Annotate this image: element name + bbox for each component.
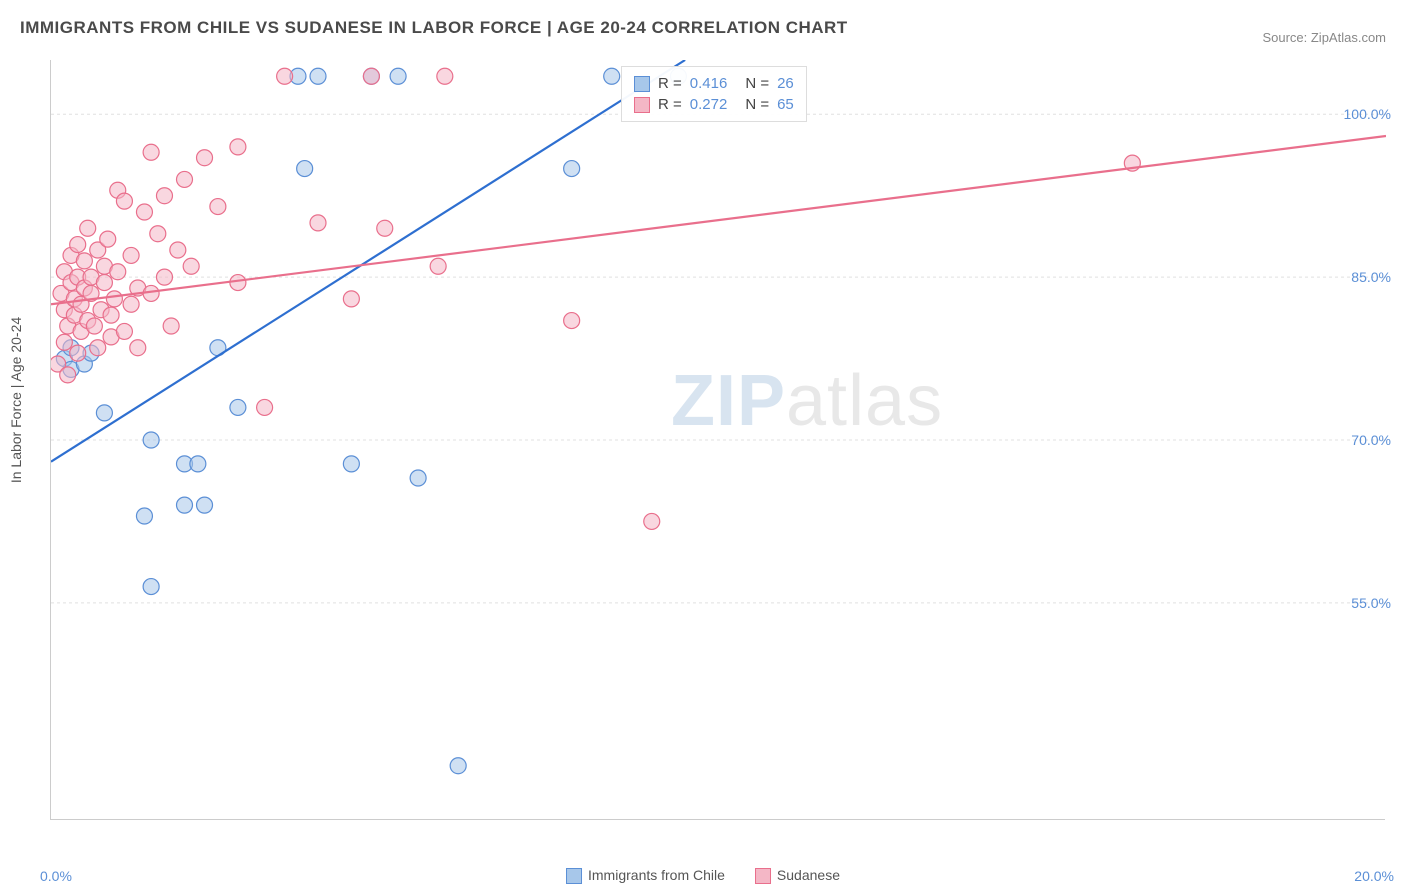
- data-point: [86, 318, 102, 334]
- data-point: [123, 296, 139, 312]
- data-point: [343, 456, 359, 472]
- data-point: [450, 758, 466, 774]
- legend-label-chile: Immigrants from Chile: [588, 867, 725, 883]
- data-point: [116, 323, 132, 339]
- chart-plot-area: ZIPatlas R = 0.416 N = 26 R = 0.272 N = …: [50, 60, 1385, 820]
- chart-title: IMMIGRANTS FROM CHILE VS SUDANESE IN LAB…: [20, 18, 848, 38]
- data-point: [156, 188, 172, 204]
- data-point: [310, 68, 326, 84]
- legend-swatch-chile: [566, 868, 582, 884]
- y-tick-label: 85.0%: [1351, 269, 1391, 285]
- data-point: [604, 68, 620, 84]
- data-point: [163, 318, 179, 334]
- stat-row-chile: R = 0.416 N = 26: [634, 73, 794, 94]
- legend-item-sudanese: Sudanese: [755, 867, 840, 884]
- stat-row-sudanese: R = 0.272 N = 65: [634, 94, 794, 115]
- data-point: [60, 367, 76, 383]
- stat-swatch-chile: [634, 76, 650, 92]
- data-point: [130, 340, 146, 356]
- trend-line: [51, 60, 685, 462]
- data-point: [183, 258, 199, 274]
- y-tick-label: 55.0%: [1351, 595, 1391, 611]
- correlation-stats-box: R = 0.416 N = 26 R = 0.272 N = 65: [621, 66, 807, 122]
- data-point: [197, 497, 213, 513]
- data-point: [170, 242, 186, 258]
- data-point: [277, 68, 293, 84]
- stat-r-label: R =: [658, 96, 682, 113]
- data-point: [156, 269, 172, 285]
- data-point: [123, 247, 139, 263]
- data-point: [96, 405, 112, 421]
- legend: Immigrants from Chile Sudanese: [566, 867, 840, 884]
- source-attribution: Source: ZipAtlas.com: [1262, 30, 1386, 45]
- data-point: [230, 275, 246, 291]
- data-point: [96, 275, 112, 291]
- x-tick-min: 0.0%: [40, 868, 72, 884]
- data-point: [437, 68, 453, 84]
- data-point: [136, 204, 152, 220]
- stat-swatch-sudanese: [634, 97, 650, 113]
- data-point: [363, 68, 379, 84]
- data-point: [564, 313, 580, 329]
- legend-label-sudanese: Sudanese: [777, 867, 840, 883]
- data-point: [210, 199, 226, 215]
- data-point: [143, 144, 159, 160]
- data-point: [197, 150, 213, 166]
- data-point: [103, 307, 119, 323]
- data-point: [70, 237, 86, 253]
- trend-line: [51, 136, 1386, 304]
- data-point: [377, 220, 393, 236]
- data-point: [110, 264, 126, 280]
- x-tick-max: 20.0%: [1354, 868, 1394, 884]
- data-point: [56, 334, 72, 350]
- stat-n-label: N =: [745, 75, 769, 92]
- data-point: [177, 497, 193, 513]
- data-point: [410, 470, 426, 486]
- scatter-plot-svg: [51, 60, 1386, 820]
- data-point: [150, 226, 166, 242]
- stat-r-value-chile: 0.416: [690, 75, 728, 92]
- data-point: [297, 161, 313, 177]
- data-point: [100, 231, 116, 247]
- y-axis-label: In Labor Force | Age 20-24: [8, 317, 24, 483]
- data-point: [106, 291, 122, 307]
- data-point: [90, 340, 106, 356]
- data-point: [230, 399, 246, 415]
- stat-r-label: R =: [658, 75, 682, 92]
- data-point: [390, 68, 406, 84]
- stat-n-value-sudanese: 65: [777, 96, 794, 113]
- data-point: [343, 291, 359, 307]
- data-point: [430, 258, 446, 274]
- legend-item-chile: Immigrants from Chile: [566, 867, 725, 884]
- data-point: [80, 220, 96, 236]
- stat-r-value-sudanese: 0.272: [690, 96, 728, 113]
- legend-swatch-sudanese: [755, 868, 771, 884]
- data-point: [177, 171, 193, 187]
- data-point: [257, 399, 273, 415]
- y-tick-label: 100.0%: [1344, 106, 1391, 122]
- data-point: [76, 253, 92, 269]
- data-point: [116, 193, 132, 209]
- data-point: [143, 432, 159, 448]
- data-point: [190, 456, 206, 472]
- data-point: [136, 508, 152, 524]
- data-point: [310, 215, 326, 231]
- data-point: [564, 161, 580, 177]
- y-tick-label: 70.0%: [1351, 432, 1391, 448]
- stat-n-label: N =: [745, 96, 769, 113]
- data-point: [70, 345, 86, 361]
- data-point: [230, 139, 246, 155]
- data-point: [644, 513, 660, 529]
- data-point: [143, 579, 159, 595]
- stat-n-value-chile: 26: [777, 75, 794, 92]
